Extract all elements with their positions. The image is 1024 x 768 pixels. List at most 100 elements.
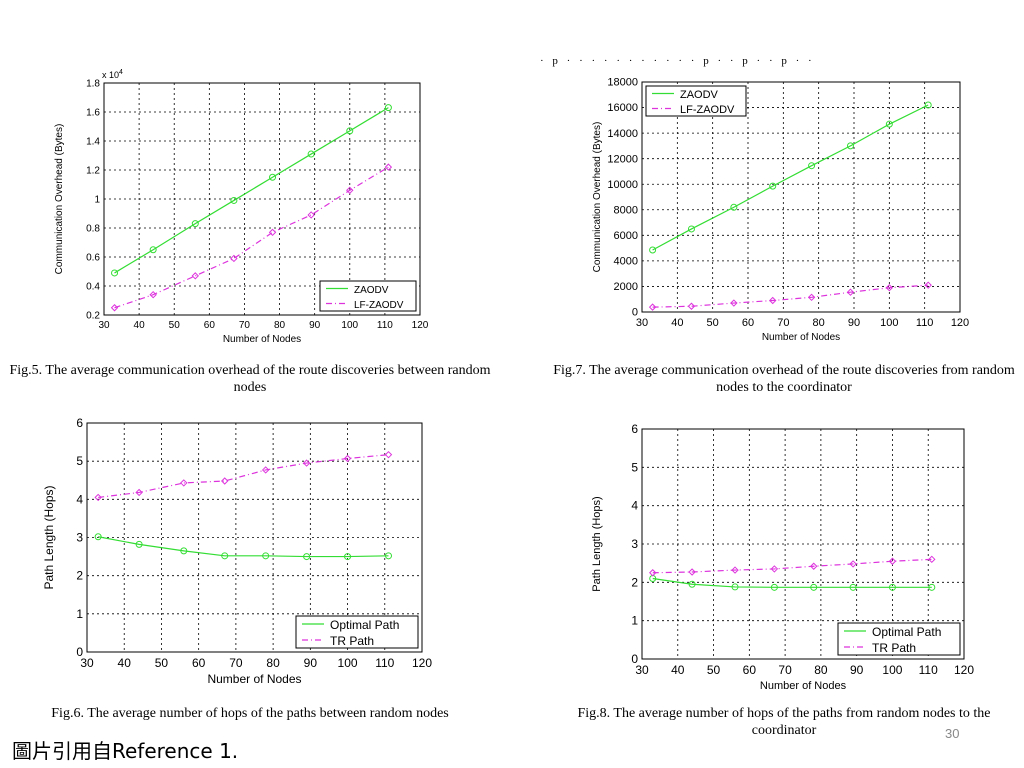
x-tick-label: 40	[118, 656, 132, 670]
x-tick-label: 90	[848, 317, 860, 329]
data-point-diamond	[688, 568, 696, 576]
y-tick-label: 6000	[614, 230, 638, 242]
x-axis-label: Number of Nodes	[223, 334, 301, 345]
data-point-circle	[846, 142, 854, 150]
legend-box	[645, 85, 747, 117]
x-tick-label: 50	[169, 320, 181, 331]
y-tick-label: 3	[76, 531, 83, 545]
data-point-diamond	[924, 281, 932, 289]
caption-fig5: Fig.5. The average communication overhea…	[9, 363, 491, 395]
x-tick-label: 80	[813, 317, 825, 329]
x-tick-label: 80	[814, 663, 828, 677]
y-tick-label: 0.8	[86, 223, 100, 234]
y-tick-label: 1.8	[86, 78, 100, 89]
data-point-circle	[885, 120, 893, 128]
data-point-diamond	[885, 284, 894, 292]
data-point-circle	[769, 182, 777, 190]
x-axis-label: Number of Nodes	[207, 672, 301, 686]
y-tick-label: 0	[76, 645, 83, 659]
series-line	[652, 284, 929, 308]
data-point-diamond	[180, 479, 188, 487]
data-point-diamond	[770, 565, 779, 573]
data-point-diamond	[221, 477, 229, 485]
y-tick-label: 10000	[607, 179, 638, 191]
y-exponent-label: x 104	[102, 69, 123, 80]
x-tick-label: 70	[229, 656, 243, 670]
x-tick-label: 80	[274, 320, 286, 331]
data-point-circle	[303, 553, 311, 561]
series-line	[114, 107, 389, 274]
y-tick-label: 0	[632, 307, 638, 319]
data-point-circle	[888, 583, 896, 591]
y-tick-label: 12000	[607, 153, 638, 165]
data-point-diamond	[191, 272, 199, 280]
y-tick-label: 4	[76, 492, 83, 506]
data-point-diamond	[346, 186, 354, 195]
y-axis-label: Communication Overhead (Bytes)	[592, 122, 603, 273]
footer-note: 圖片引用自Reference 1.	[12, 739, 239, 763]
data-point-diamond	[110, 304, 119, 312]
data-point-circle	[808, 162, 816, 170]
data-point-circle	[344, 553, 352, 561]
x-tick-label: 30	[636, 317, 648, 329]
y-tick-label: 6	[76, 416, 83, 430]
y-tick-label: 5	[631, 460, 638, 474]
series-line	[652, 104, 929, 251]
y-tick-label: 18000	[607, 77, 638, 89]
data-point-circle	[221, 552, 229, 560]
x-tick-label: 30	[80, 656, 94, 670]
data-point-diamond	[888, 557, 897, 565]
data-point-diamond	[268, 228, 277, 237]
data-point-circle	[135, 540, 143, 548]
data-point-diamond	[384, 450, 393, 459]
x-tick-label: 100	[880, 317, 898, 329]
x-tick-label: 50	[155, 656, 169, 670]
y-tick-label: 3	[631, 537, 638, 551]
data-point-circle	[687, 225, 695, 233]
x-tick-label: 110	[916, 317, 934, 329]
data-point-diamond	[149, 290, 157, 299]
data-point-circle	[849, 583, 857, 591]
series-line	[652, 577, 932, 588]
data-point-diamond	[343, 454, 352, 463]
data-point-diamond	[846, 288, 855, 296]
data-point-circle	[262, 552, 270, 560]
data-point-diamond	[648, 303, 657, 311]
data-point-diamond	[807, 293, 816, 302]
plot-area	[641, 81, 961, 313]
x-tick-label: 60	[743, 663, 757, 677]
x-tick-label: 120	[954, 663, 974, 677]
series-line	[114, 166, 389, 309]
legend-label: LF-ZAODV	[354, 300, 404, 311]
y-tick-label: 16000	[607, 102, 638, 114]
data-point-diamond	[135, 488, 143, 497]
y-tick-label: 1.4	[86, 136, 100, 147]
legend-label: TR Path	[330, 634, 374, 648]
x-tick-label: 70	[239, 320, 251, 331]
x-tick-label: 80	[266, 656, 280, 670]
y-tick-label: 1.6	[86, 107, 100, 118]
x-tick-label: 100	[882, 663, 902, 677]
data-point-diamond	[261, 466, 270, 474]
data-point-circle	[928, 583, 936, 591]
data-point-circle	[307, 150, 315, 158]
top-text-fragment: · p · · · · · · · · · · · p · · p · · p …	[540, 55, 815, 67]
data-point-diamond	[769, 296, 777, 305]
x-tick-label: 30	[98, 320, 110, 331]
x-tick-label: 120	[412, 320, 429, 331]
y-tick-label: 0	[631, 652, 638, 666]
x-tick-label: 90	[304, 656, 318, 670]
data-point-circle	[191, 220, 199, 228]
legend-label: ZAODV	[680, 89, 719, 101]
y-axis-label: Path Length (Hops)	[591, 496, 603, 591]
data-point-diamond	[928, 555, 936, 564]
y-tick-label: 5	[76, 454, 83, 468]
x-tick-label: 110	[919, 663, 938, 677]
chart-fig7: 30 40 50 60 70 80 90 100 110 120 0 2000 4000 6000 8000…	[592, 77, 969, 343]
y-axis-label: Communication Overhead (Bytes)	[54, 124, 65, 275]
x-tick-label: 60	[742, 317, 754, 329]
x-tick-label: 50	[707, 317, 719, 329]
data-point-circle	[730, 203, 738, 211]
legend-label: Optimal Path	[872, 625, 941, 639]
x-tick-label: 110	[377, 320, 393, 331]
